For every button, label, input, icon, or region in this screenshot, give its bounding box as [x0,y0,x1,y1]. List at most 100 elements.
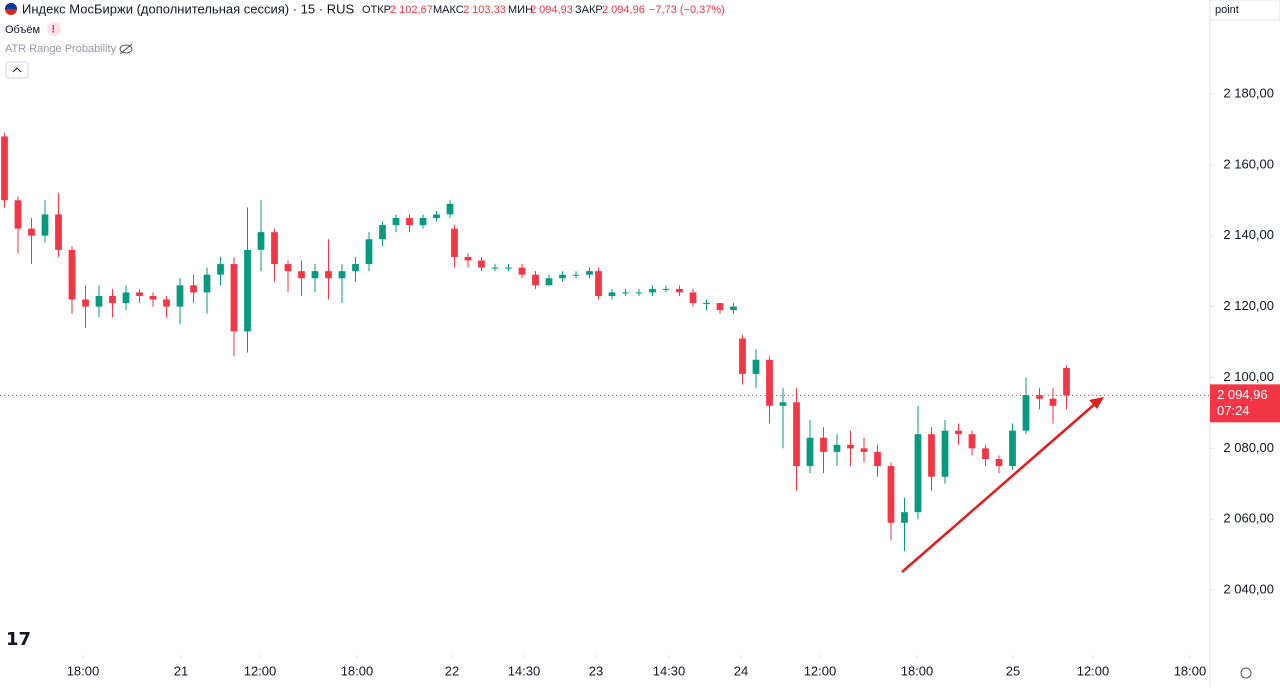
candle-body [703,303,710,305]
candle-body [955,430,962,435]
candle-body [244,249,251,332]
candle-body [914,434,922,513]
scale-mode-label: point [1215,4,1239,16]
candle-body [1009,430,1016,467]
candle-body [149,295,157,300]
candle-body [730,306,737,311]
candle-body [419,217,427,226]
indicator-label[interactable]: ATR Range Probability [5,43,117,55]
candle-body [217,264,224,275]
candle-body [1036,395,1043,399]
candle-body [689,292,697,304]
candle-body [491,267,499,269]
candle-body [176,285,184,307]
x-tick-label: 24 [734,663,748,678]
change-value: −7,73 (−0,37%) [649,4,725,16]
y-tick-label: 2 100,00 [1223,369,1274,384]
candle-body [14,200,22,229]
candle-body [433,214,440,218]
candle-body [284,264,292,272]
y-tick-label: 2 080,00 [1223,440,1274,455]
warning-icon[interactable] [47,22,61,36]
x-tick-label: 22 [445,663,459,678]
candle-body [676,288,683,293]
candle-body [662,288,670,290]
candle-body [995,458,1003,467]
candle-body [833,444,841,452]
candle-body [451,228,458,257]
x-tick-label: 21 [174,663,188,678]
hide-icon[interactable] [119,44,133,54]
candle-body [352,264,359,272]
open-value: 2 102,67 [390,4,433,16]
candle-body [109,295,116,304]
x-tick-label: 12:00 [804,663,837,678]
y-tick-label: 2 120,00 [1223,298,1274,313]
candle-body [649,288,656,293]
candle-body [887,466,895,523]
trend-arrow-head [1089,397,1104,409]
trend-arrow [901,402,1097,573]
candle-body [257,232,265,250]
y-tick-label: 2 180,00 [1223,85,1274,100]
x-tick-label: 12:00 [244,663,277,678]
candle-body [1022,395,1030,431]
candle-body [901,512,908,523]
candle-body [478,260,485,268]
candle-body [572,274,580,276]
candle-body [941,430,949,477]
candle-body [136,292,143,296]
candle-body [716,303,724,311]
settings-icon[interactable] [1240,667,1252,679]
tv-logo: 𝟭𝟳 [6,629,31,649]
candle-body [532,274,539,286]
candle-body [982,448,989,459]
candle-body [766,359,773,406]
candle-body [28,228,35,236]
candle-body [806,437,814,467]
candle-body [298,271,305,279]
candle-body [379,225,386,240]
candle-body [820,437,827,452]
countdown-label: 07:24 [1217,403,1250,418]
candle-body [779,402,787,406]
candle-body [793,402,800,467]
open-label: ОТКР [362,4,391,16]
candle-body [635,292,643,294]
x-tick-label: 12:00 [1077,663,1110,678]
candle-body [68,249,76,300]
low-value: 2 094,93 [530,4,573,16]
candle-body [928,434,935,477]
symbol-title: Индекс МосБиржи (дополнительная сессия) … [22,1,354,16]
low-label: МИН [508,4,533,16]
candle-body [203,274,211,293]
x-tick-label: 14:30 [508,663,541,678]
x-tick-label: 18:00 [67,663,100,678]
close-value: 2 094,96 [602,4,645,16]
candle-body [1063,368,1070,396]
candle-body [622,292,629,294]
high-label: МАКС [433,4,464,16]
high-value: 2 103,33 [463,4,506,16]
candle-body [608,292,616,296]
candle-body [190,285,197,293]
y-tick-label: 2 060,00 [1223,511,1274,526]
x-tick-label: 18:00 [1174,663,1207,678]
candle-body [406,217,413,226]
candle-body [752,359,760,374]
candle-body [545,278,553,286]
candle-body [365,239,373,265]
candle-body [338,271,346,279]
volume-label[interactable]: Объём [5,24,40,36]
collapse-button[interactable] [5,61,29,79]
y-tick-label: 2 040,00 [1223,582,1274,597]
x-tick-label: 25 [1006,663,1020,678]
candle-body [559,274,566,279]
close-label: ЗАКР [575,4,603,16]
flag-icon-top [5,3,17,9]
x-tick-label: 14:30 [653,663,686,678]
candle-body [860,448,868,452]
x-tick-label: 18:00 [901,663,934,678]
